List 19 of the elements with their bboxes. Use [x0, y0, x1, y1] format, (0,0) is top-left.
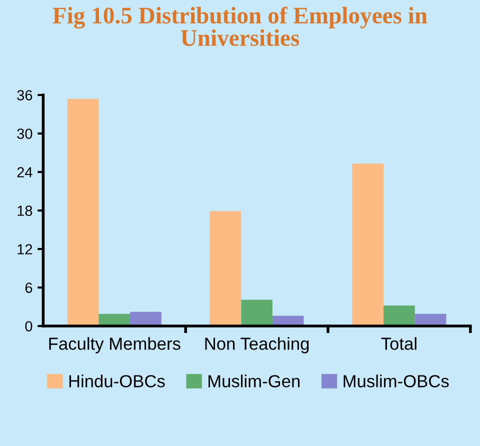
legend-label: Muslim-OBCs	[344, 374, 449, 388]
bar	[241, 300, 272, 326]
legend-label: Hindu-OBCs	[69, 374, 165, 388]
y-tick-label: 36	[17, 90, 32, 100]
x-tick-label: Faculty Members	[49, 337, 180, 354]
y-tick-label: 18	[18, 206, 32, 216]
bar	[67, 98, 99, 326]
y-tick-label: 30	[17, 128, 32, 139]
y-tick-label: 0	[25, 321, 32, 332]
bar	[352, 164, 384, 326]
chart-title: Fig 10.5 Distribution of Employees in Universities	[52, 6, 428, 46]
legend-label: Muslim-Gen	[208, 374, 300, 388]
x-tick-label: Total	[381, 337, 416, 350]
bar	[210, 211, 242, 326]
y-tick-label: 6	[25, 282, 32, 293]
y-tick-label: 24	[17, 167, 32, 178]
y-tick-label: 12	[18, 244, 32, 254]
bar	[384, 305, 415, 326]
x-tick-label: Non Teaching	[205, 337, 309, 354]
